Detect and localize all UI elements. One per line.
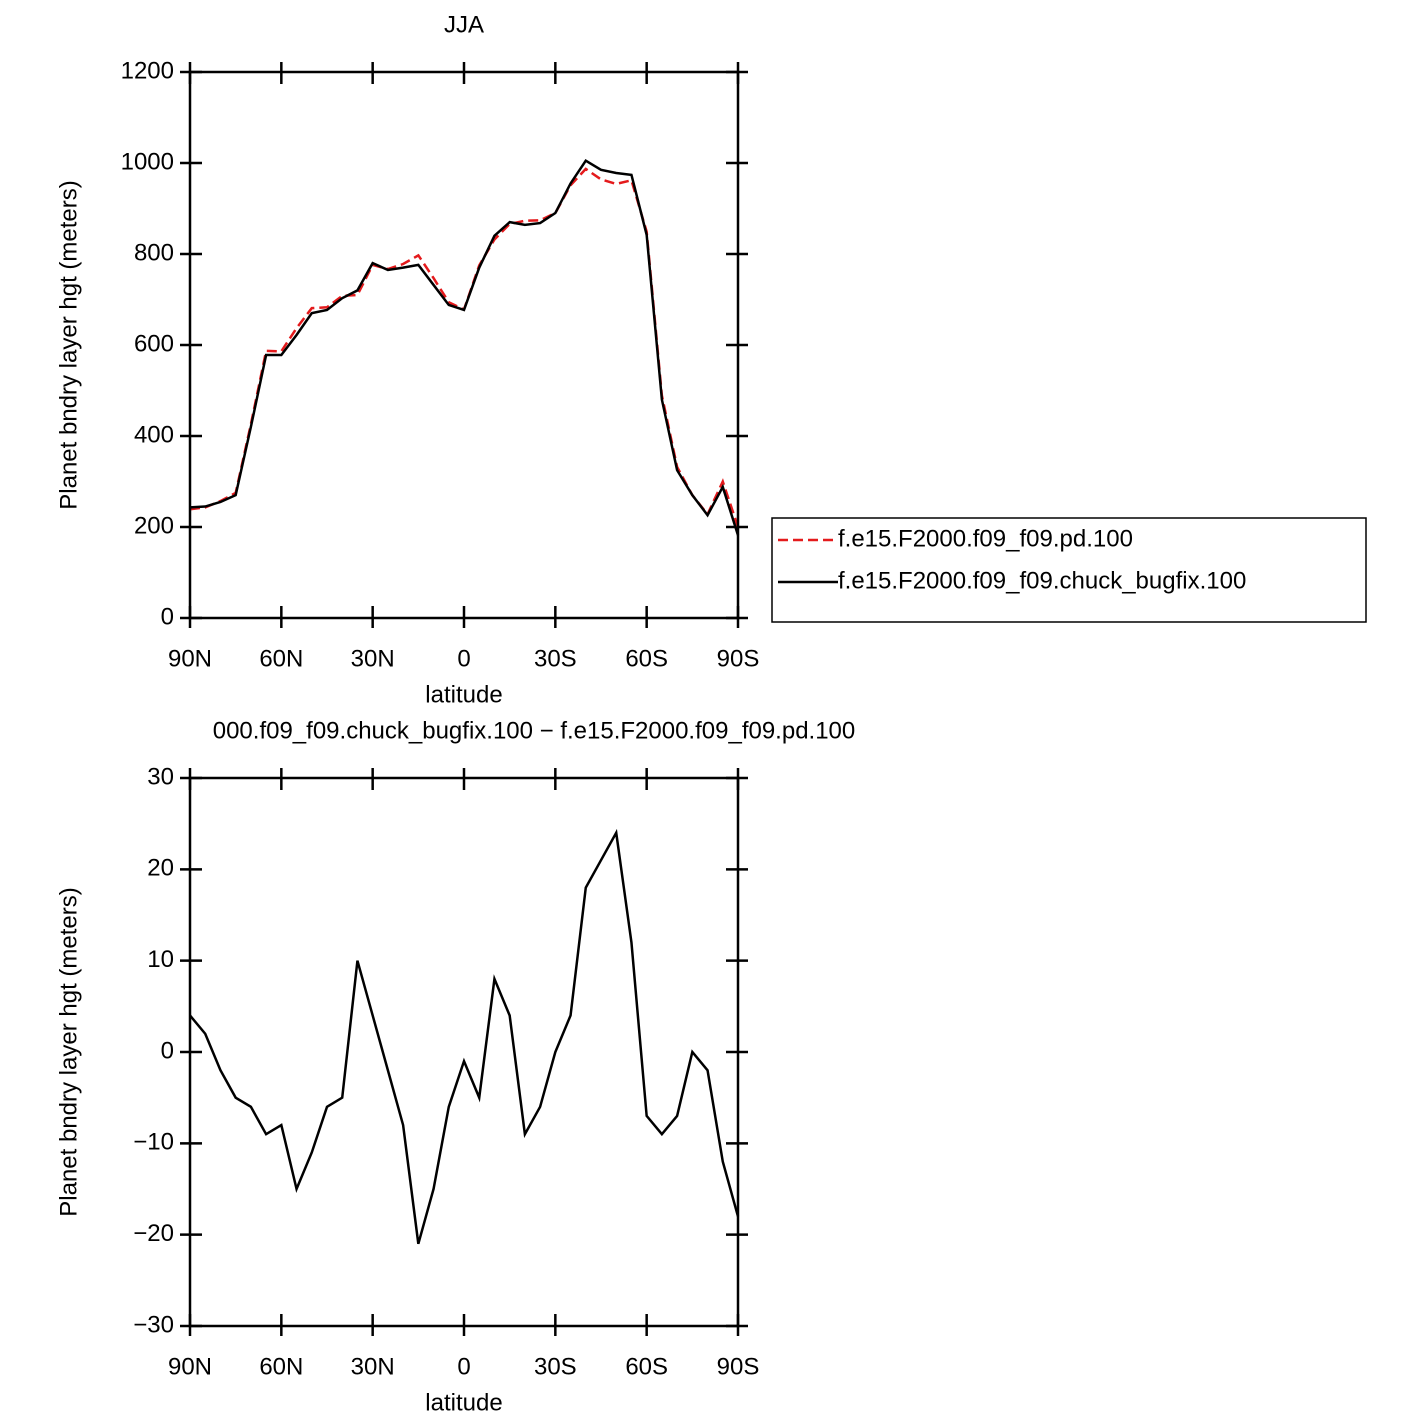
x-tick-label: 30S (534, 645, 577, 672)
legend-label: f.e15.F2000.f09_f09.chuck_bugfix.100 (838, 567, 1246, 594)
y-tick-label: 10 (147, 946, 174, 973)
y-tick-label: 800 (134, 239, 174, 266)
x-tick-label: 60S (625, 1353, 668, 1380)
y-tick-label: 20 (147, 855, 174, 882)
x-axis-label: latitude (425, 681, 502, 708)
data-line (189, 828, 740, 1245)
x-tick-label: 60N (259, 1353, 303, 1380)
x-tick-label: 0 (457, 645, 470, 672)
y-tick-label: 0 (161, 1037, 174, 1064)
x-tick-label: 30N (351, 645, 395, 672)
x-tick-label: 90S (717, 1353, 760, 1380)
x-tick-label: 30N (351, 1353, 395, 1380)
y-tick-label: 1000 (121, 148, 174, 175)
x-tick-label: 30S (534, 1353, 577, 1380)
plot-frame (188, 70, 740, 620)
plot-frame (188, 776, 740, 1328)
y-tick-label: 1200 (121, 57, 174, 84)
data-line (189, 167, 740, 528)
y-tick-label: −30 (133, 1311, 174, 1338)
legend-box (771, 517, 1367, 623)
chart-title: 000.f09_f09.chuck_bugfix.100 − f.e15.F20… (213, 717, 856, 744)
x-tick-label: 90N (168, 1353, 212, 1380)
y-tick-label: 200 (134, 512, 174, 539)
x-tick-label: 60S (625, 645, 668, 672)
y-axis-label: Planet bndry layer hgt (meters) (55, 887, 82, 1216)
y-tick-label: 30 (147, 763, 174, 790)
x-tick-label: 90N (168, 645, 212, 672)
chart-title: JJA (444, 11, 484, 38)
data-line (189, 159, 740, 536)
y-tick-label: 0 (161, 603, 174, 630)
x-tick-label: 90S (717, 645, 760, 672)
y-tick-label: −10 (133, 1129, 174, 1156)
x-axis-label: latitude (425, 1389, 502, 1416)
x-tick-label: 0 (457, 1353, 470, 1380)
x-tick-label: 60N (259, 645, 303, 672)
y-tick-label: 600 (134, 330, 174, 357)
y-tick-label: 400 (134, 421, 174, 448)
legend-label: f.e15.F2000.f09_f09.pd.100 (838, 525, 1133, 552)
y-tick-label: −20 (133, 1220, 174, 1247)
y-axis-label: Planet bndry layer hgt (meters) (55, 180, 82, 509)
